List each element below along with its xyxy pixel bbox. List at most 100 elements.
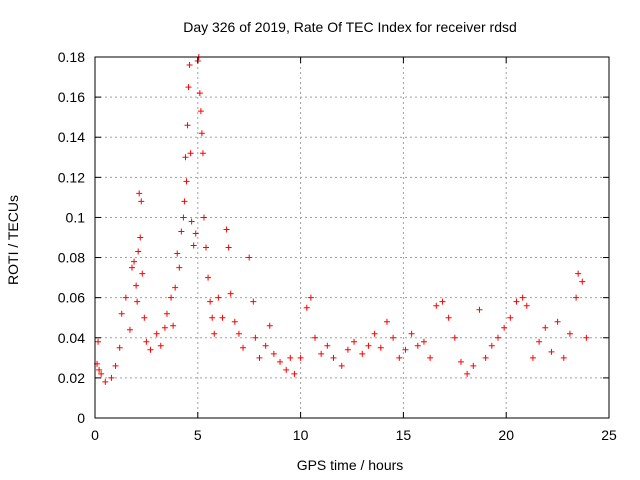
- data-point: [311, 334, 318, 341]
- x-tick-label: 0: [91, 427, 99, 443]
- data-point: [215, 294, 222, 301]
- data-point: [118, 310, 125, 317]
- data-point: [161, 324, 168, 331]
- data-point: [192, 230, 199, 237]
- data-point: [297, 354, 304, 361]
- data-point: [318, 350, 325, 357]
- data-point: [235, 330, 242, 337]
- x-axis-title: GPS time / hours: [297, 457, 404, 473]
- data-point: [143, 338, 150, 345]
- y-tick-label: 0.12: [58, 169, 85, 185]
- data-point: [287, 354, 294, 361]
- y-tick-label: 0.08: [58, 250, 85, 266]
- y-tick-labels: 0 0.02 0.04 0.06 0.08 0.1 0.12 0.14 0.16 0.18: [58, 49, 85, 426]
- data-point: [330, 354, 337, 361]
- data-point: [168, 294, 175, 301]
- data-point: [377, 344, 384, 351]
- data-point: [548, 348, 555, 355]
- data-point: [185, 84, 192, 91]
- data-point: [536, 338, 543, 345]
- plot-frame: [94, 56, 610, 419]
- data-point: [523, 302, 530, 309]
- data-point: [223, 226, 230, 233]
- data-point: [451, 334, 458, 341]
- data-point: [138, 198, 145, 205]
- data-point: [488, 342, 495, 349]
- data-point: [182, 154, 189, 161]
- data-point: [494, 334, 501, 341]
- data-point: [408, 330, 415, 337]
- data-point: [211, 330, 218, 337]
- data-point: [190, 242, 197, 249]
- data-point: [219, 314, 226, 321]
- data-point: [371, 330, 378, 337]
- y-tick-label: 0.06: [58, 290, 85, 306]
- data-point: [129, 264, 136, 271]
- data-point: [225, 244, 232, 251]
- data-point: [172, 284, 179, 291]
- data-point: [482, 354, 489, 361]
- data-point: [153, 330, 160, 337]
- data-point: [476, 306, 483, 313]
- data-point: [199, 150, 206, 157]
- data-point: [209, 314, 216, 321]
- data-point: [457, 358, 464, 365]
- data-point: [131, 258, 138, 265]
- data-point: [390, 334, 397, 341]
- data-point: [141, 314, 148, 321]
- data-point: [135, 248, 142, 255]
- data-point: [133, 282, 140, 289]
- data-points: [94, 54, 590, 385]
- x-tick-label: 25: [601, 427, 617, 443]
- data-point: [198, 130, 205, 137]
- data-point: [196, 90, 203, 97]
- data-point: [344, 346, 351, 353]
- data-point: [470, 362, 477, 369]
- data-point: [575, 270, 582, 277]
- data-point: [157, 342, 164, 349]
- data-point: [252, 334, 259, 341]
- y-tick-label: 0.04: [58, 330, 85, 346]
- data-point: [200, 214, 207, 221]
- data-point: [583, 334, 590, 341]
- data-point: [136, 190, 143, 197]
- data-point: [396, 354, 403, 361]
- x-tick-label: 10: [293, 427, 309, 443]
- data-point: [554, 318, 561, 325]
- data-point: [187, 150, 194, 157]
- data-point: [197, 108, 204, 115]
- data-point: [270, 350, 277, 357]
- data-point: [365, 342, 372, 349]
- data-point: [256, 354, 263, 361]
- data-point: [324, 342, 331, 349]
- data-point: [180, 214, 187, 221]
- data-point: [501, 324, 508, 331]
- y-tick-label: 0.02: [58, 370, 85, 386]
- x-tick-labels: 0 5 10 15 20 25: [91, 427, 617, 443]
- y-tick-label: 0.16: [58, 89, 85, 105]
- chart-title: Day 326 of 2019, Rate Of TEC Index for r…: [183, 19, 517, 35]
- data-point: [203, 244, 210, 251]
- data-point: [134, 298, 141, 305]
- data-point: [205, 274, 212, 281]
- data-point: [283, 366, 290, 373]
- data-point: [227, 290, 234, 297]
- y-tick-label: 0.18: [58, 49, 85, 65]
- data-point: [560, 354, 567, 361]
- y-tick-label: 0: [77, 410, 85, 426]
- data-point: [240, 344, 247, 351]
- data-point: [529, 354, 536, 361]
- x-tick-label: 15: [396, 427, 412, 443]
- y-tick-label: 0.14: [58, 129, 85, 145]
- data-point: [170, 322, 177, 329]
- data-point: [147, 346, 154, 353]
- data-point: [445, 314, 452, 321]
- data-point: [139, 270, 146, 277]
- grid-lines: [95, 57, 609, 418]
- data-point: [112, 362, 119, 369]
- data-point: [184, 122, 191, 129]
- data-point: [122, 294, 129, 301]
- data-point: [420, 338, 427, 345]
- data-point: [98, 370, 105, 377]
- data-point: [573, 294, 580, 301]
